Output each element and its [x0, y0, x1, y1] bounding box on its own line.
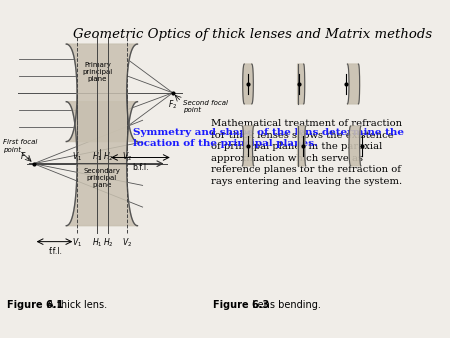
Text: $V_2$: $V_2$ [122, 236, 132, 249]
Text: Figure 6.1: Figure 6.1 [7, 300, 63, 310]
Text: $F_2$: $F_2$ [168, 98, 177, 111]
Text: $H_2$: $H_2$ [103, 236, 113, 249]
Polygon shape [349, 126, 361, 166]
Text: $H_2$: $H_2$ [103, 150, 113, 163]
Polygon shape [66, 44, 138, 142]
Text: Lens bending.: Lens bending. [246, 300, 321, 310]
Polygon shape [242, 126, 254, 166]
Text: $F_+$: $F_+$ [20, 150, 31, 163]
Text: First focal
point: First focal point [3, 139, 37, 152]
Text: $V_1$: $V_1$ [72, 236, 82, 249]
Polygon shape [297, 126, 306, 166]
Text: $H_1$: $H_1$ [92, 150, 103, 163]
Polygon shape [347, 64, 360, 104]
Text: Mathematical treatment of refraction
for thick lenses shows the existence
of pri: Mathematical treatment of refraction for… [211, 119, 402, 186]
Text: Primary
principal
plane: Primary principal plane [82, 62, 112, 82]
Text: Symmetry and shape of the lens determine the
location of the principal planes.: Symmetry and shape of the lens determine… [133, 128, 404, 148]
Text: b.f.l.: b.f.l. [132, 163, 148, 172]
Text: Figure 6.3: Figure 6.3 [212, 300, 269, 310]
Text: f.f.l.: f.f.l. [49, 247, 62, 256]
Text: $V_2$: $V_2$ [122, 150, 132, 163]
Text: Second focal
point: Second focal point [183, 100, 228, 113]
Text: $V_1$: $V_1$ [72, 150, 82, 163]
Text: Secondary
principal
plane: Secondary principal plane [83, 168, 120, 188]
Text: A thick lens.: A thick lens. [41, 300, 107, 310]
Polygon shape [243, 64, 253, 104]
Text: Geometric Optics of thick lenses and Matrix methods: Geometric Optics of thick lenses and Mat… [73, 28, 432, 41]
Polygon shape [297, 64, 305, 104]
Text: $H_1$: $H_1$ [92, 236, 103, 249]
Polygon shape [66, 102, 138, 226]
